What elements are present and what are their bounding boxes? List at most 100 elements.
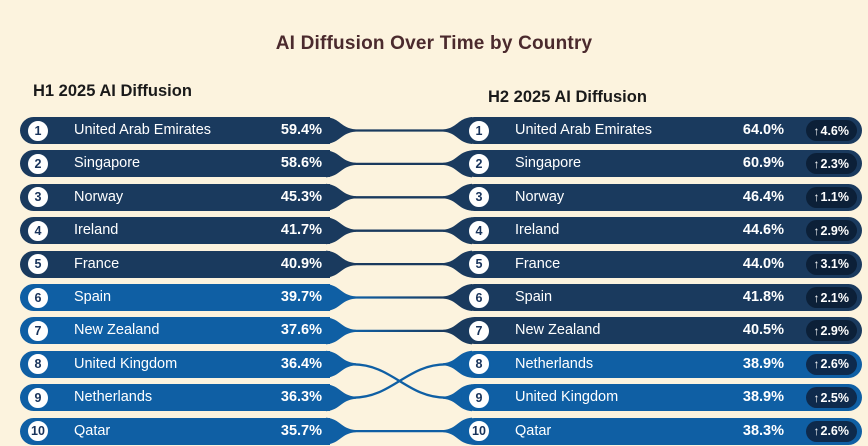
rank-badge: 9 (467, 385, 491, 410)
rank-badge: 3 (26, 185, 50, 210)
rank-badge: 8 (467, 352, 491, 377)
value-label: 36.3% (280, 389, 322, 406)
rank-badge: 5 (467, 252, 491, 277)
value-label: 64.0% (742, 122, 784, 138)
country-label: Spain (515, 289, 553, 305)
left-funnel-tip (326, 284, 356, 311)
up-arrow-icon: ↑ (813, 323, 820, 338)
country-label: Netherlands (74, 389, 153, 406)
country-label: Netherlands (515, 355, 594, 372)
up-arrow-icon: ↑ (813, 357, 820, 372)
rank-badge: 5 (26, 252, 50, 277)
left-funnel-tip (326, 217, 356, 245)
value-label: 35.7% (280, 422, 322, 439)
rank-row: 5 France 44.0% ↑ 3.1% (461, 250, 862, 278)
rank-row: 2 Singapore 58.6% (20, 150, 330, 178)
rank-badge: 6 (26, 285, 50, 310)
rank-badge: 2 (26, 151, 50, 176)
left-funnel-tip (326, 150, 356, 178)
value-label: 40.5% (742, 322, 784, 339)
change-badge: ↑ 2.9% (805, 220, 857, 242)
left-funnel-tip (326, 117, 356, 144)
country-label: United Kingdom (74, 355, 178, 372)
country-label: France (74, 255, 120, 272)
page-title: AI Diffusion Over Time by Country (275, 33, 593, 54)
country-label: United Arab Emirates (515, 122, 653, 138)
change-badge: ↑ 2.9% (805, 320, 857, 342)
column-header-h1: H1 2025 AI Diffusion (33, 82, 192, 100)
left-funnel-tip (326, 417, 356, 445)
rank-row: 10 Qatar 38.3% ↑ 2.6% (461, 417, 862, 445)
value-label: 58.6% (280, 155, 322, 172)
value-label: 39.7% (280, 289, 322, 305)
column-header-h2: H2 2025 AI Diffusion (488, 88, 647, 106)
value-label: 59.4% (280, 122, 322, 138)
rank-row: 4 Ireland 44.6% ↑ 2.9% (461, 217, 862, 245)
rank-connector-line (352, 363, 447, 399)
value-label: 38.3% (742, 422, 784, 439)
rank-badge: 7 (467, 318, 491, 343)
up-arrow-icon: ↑ (813, 257, 820, 272)
rank-row: 7 New Zealand 40.5% ↑ 2.9% (461, 317, 862, 345)
rank-row: 7 New Zealand 37.6% (20, 317, 330, 345)
change-badge: ↑ 2.3% (805, 153, 857, 175)
rank-row: 6 Spain 41.8% ↑ 2.1% (461, 284, 862, 311)
rank-badge: 2 (467, 151, 491, 176)
rank-row: 1 United Arab Emirates 64.0% ↑ 4.6% (461, 117, 862, 144)
country-label: Norway (515, 188, 565, 205)
value-label: 38.9% (742, 355, 784, 372)
rank-badge: 1 (467, 118, 491, 143)
rank-row: 3 Norway 45.3% (20, 183, 330, 211)
country-label: Spain (74, 289, 112, 305)
country-label: United Kingdom (515, 389, 619, 406)
country-label: France (515, 255, 561, 272)
left-funnel-tip (326, 183, 356, 211)
rank-badge: 4 (467, 218, 491, 243)
rank-badge: 10 (26, 419, 50, 444)
country-label: Ireland (74, 222, 119, 239)
rank-badge: 3 (467, 185, 491, 210)
country-label: Norway (74, 188, 124, 205)
value-label: 37.6% (280, 322, 322, 339)
rank-row: 5 France 40.9% (20, 250, 330, 278)
rank-row: 4 Ireland 41.7% (20, 217, 330, 245)
up-arrow-icon: ↑ (813, 123, 820, 138)
rank-badge: 8 (26, 352, 50, 377)
value-label: 60.9% (742, 155, 784, 172)
change-badge: ↑ 2.5% (805, 387, 857, 409)
value-label: 44.0% (742, 255, 784, 272)
left-funnel-tip (326, 317, 356, 345)
value-label: 40.9% (280, 255, 322, 272)
value-label: 38.9% (742, 389, 784, 406)
rank-row: 2 Singapore 60.9% ↑ 2.3% (461, 150, 862, 178)
rank-row: 6 Spain 39.7% (20, 284, 330, 311)
rank-badge: 1 (26, 118, 50, 143)
country-label: Ireland (515, 222, 560, 239)
country-label: United Arab Emirates (74, 122, 212, 138)
rank-badge: 10 (467, 419, 491, 444)
up-arrow-icon: ↑ (813, 424, 820, 439)
up-arrow-icon: ↑ (813, 290, 820, 305)
up-arrow-icon: ↑ (813, 223, 820, 238)
rank-row: 8 United Kingdom 36.4% (20, 350, 330, 378)
up-arrow-icon: ↑ (813, 190, 820, 205)
value-label: 44.6% (742, 222, 784, 239)
value-label: 36.4% (280, 355, 322, 372)
left-funnel-tip (326, 250, 356, 278)
left-funnel-tip (326, 384, 356, 412)
country-label: Singapore (74, 155, 141, 172)
rank-row: 1 United Arab Emirates 59.4% (20, 117, 330, 144)
value-label: 41.7% (280, 222, 322, 239)
country-label: Qatar (515, 422, 552, 439)
rank-badge: 7 (26, 318, 50, 343)
rank-badge: 9 (26, 385, 50, 410)
country-label: Qatar (74, 422, 111, 439)
change-badge: ↑ 2.6% (805, 420, 857, 442)
rank-row: 3 Norway 46.4% ↑ 1.1% (461, 183, 862, 211)
country-label: New Zealand (74, 322, 160, 339)
value-label: 45.3% (280, 188, 322, 205)
left-funnel-tip (326, 350, 356, 378)
rank-row: 10 Qatar 35.7% (20, 417, 330, 445)
country-label: Singapore (515, 155, 582, 172)
